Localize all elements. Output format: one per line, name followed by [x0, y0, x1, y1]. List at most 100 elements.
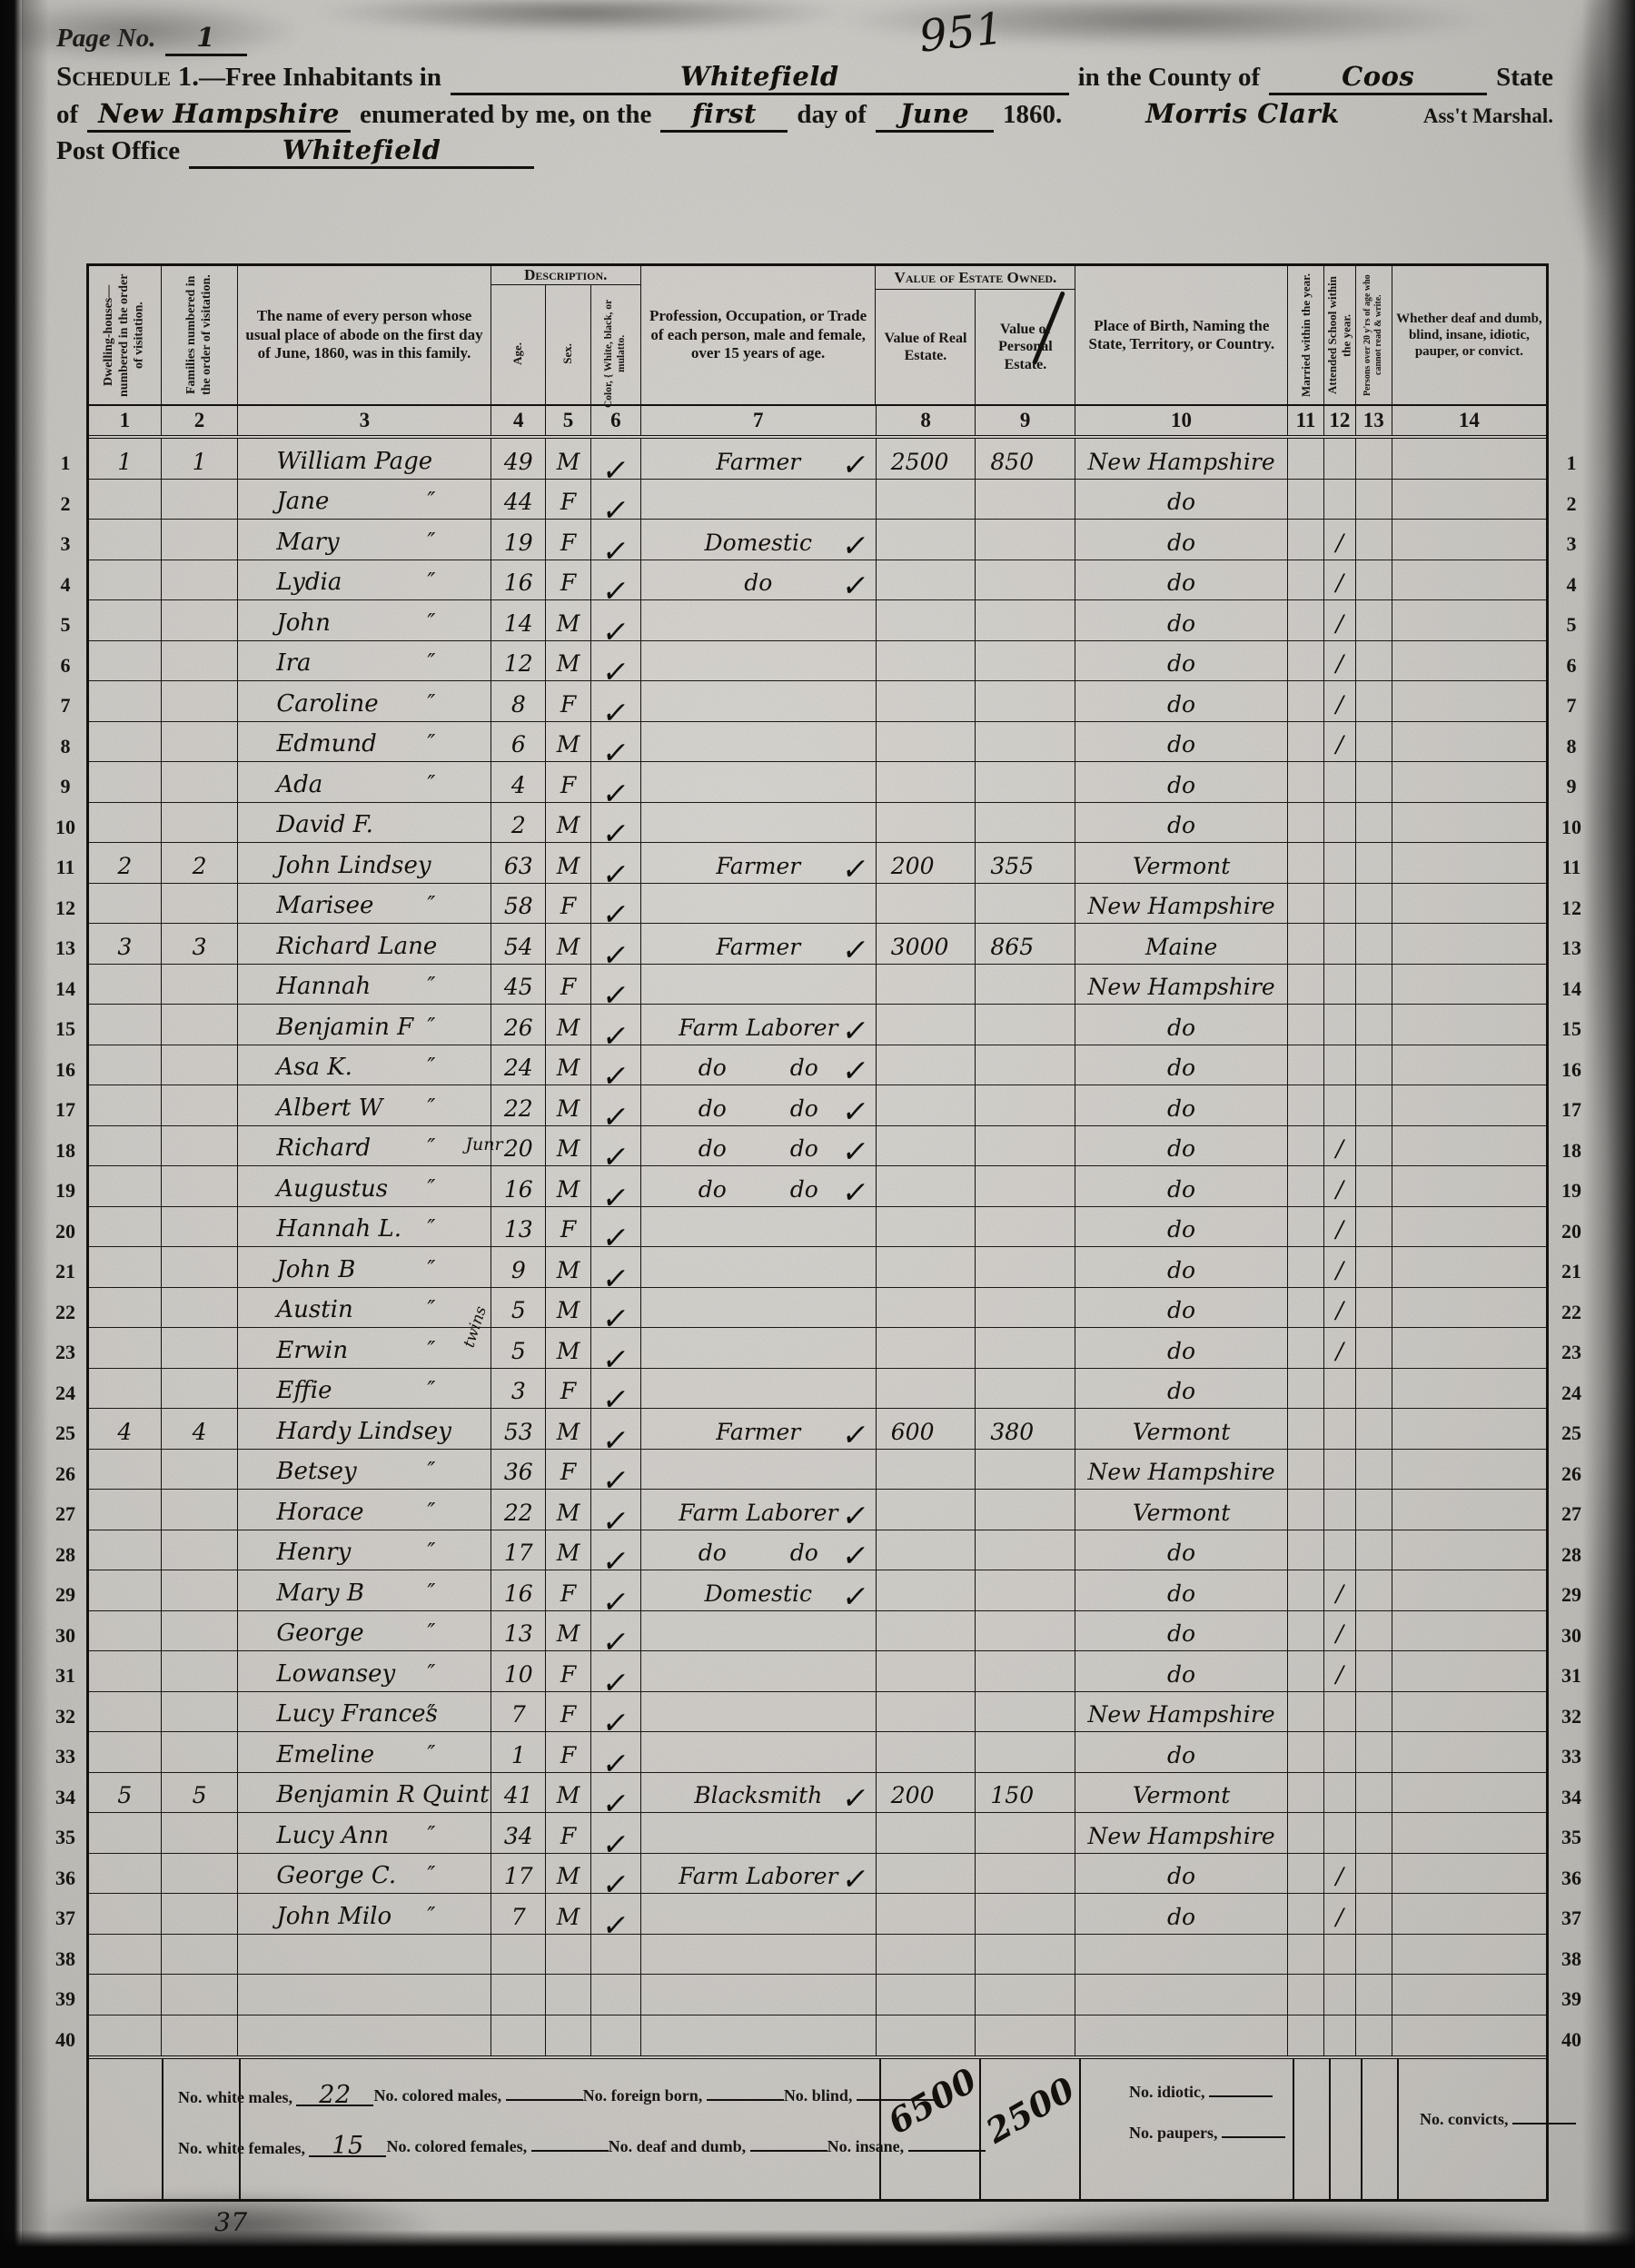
real-estate-cell: 600 — [877, 1409, 976, 1449]
sex-cell: M — [546, 1853, 591, 1893]
table-row: Lucy Frances ″ 7 F ✓ New Ham — [89, 1691, 1546, 1740]
occupation-check-mark: ✓ — [839, 568, 872, 603]
col-header-age: Age. — [491, 285, 546, 421]
school-cell: / — [1324, 560, 1356, 599]
family-cell — [162, 1610, 239, 1650]
ditto-mark: ″ — [427, 892, 436, 917]
dwelling-cell: 3 — [89, 924, 162, 964]
dwelling-cell — [89, 1975, 162, 2015]
sex-cell: M — [546, 600, 591, 640]
birthplace-cell: Vermont — [1075, 843, 1289, 883]
birthplace-cell: New Hampshire — [1075, 883, 1289, 923]
page-no-label: Page No. — [56, 24, 156, 53]
cannot-read-cell — [1356, 1975, 1392, 2015]
color-cell: ✓ — [591, 1610, 641, 1659]
birthplace-cell: New Hampshire — [1075, 439, 1289, 479]
person-name: Erwin — [276, 1336, 349, 1364]
col-header-families: Families numbered in the order of visita… — [162, 266, 239, 404]
post-office-line: Post Office Whitefield — [56, 134, 1553, 169]
occupation: Blacksmith — [694, 1782, 823, 1808]
day-word-value: first — [660, 98, 788, 133]
name-cell: George ″ — [238, 1610, 492, 1650]
real-estate-cell — [877, 1490, 976, 1530]
enumeration-line: of New Hampshire enumerated by me, on th… — [56, 98, 1553, 133]
school-cell: / — [1324, 681, 1356, 721]
married-cell — [1288, 1368, 1324, 1408]
summary-item: No. deaf and dumb, — [609, 2137, 827, 2158]
table-row — [89, 2015, 1546, 2055]
occupation: do — [698, 1094, 727, 1122]
summary-line-2: No. white females, 15 No. colored females… — [178, 2134, 986, 2158]
cannot-read-cell — [1356, 1045, 1392, 1084]
col-header-occupation: Profession, Occupation, or Trade of each… — [641, 266, 877, 404]
married-cell — [1288, 1691, 1324, 1731]
cannot-read-cell — [1356, 1166, 1392, 1206]
name-cell: John Lindsey — [238, 843, 492, 883]
school-cell — [1324, 1368, 1356, 1408]
table-row: Richard ″ Junr 20 M ✓ do do ✓ do — [89, 1125, 1546, 1174]
table-row: Ira ″ 12 M ✓ do — [89, 640, 1546, 689]
person-name: Jane — [276, 488, 330, 515]
person-name: Marisee — [276, 892, 374, 919]
summary-value: 15 — [309, 2134, 387, 2158]
real-estate-cell — [877, 1934, 976, 1974]
enum-text-c: day of — [797, 100, 867, 129]
cannot-read-cell — [1356, 1934, 1392, 1974]
occupation: Farmer — [716, 448, 801, 475]
month-value: June — [875, 98, 994, 133]
real-estate-cell — [877, 2015, 976, 2055]
table-row: Albert W ″ 22 M ✓ do do ✓ do — [89, 1085, 1546, 1134]
summary-item: No. idiotic, — [1129, 2083, 1297, 2102]
row-number: 22 — [55, 1300, 75, 1323]
school-cell — [1324, 843, 1356, 883]
occupation-cell — [641, 1287, 877, 1327]
real-estate-cell — [877, 1894, 976, 1934]
color-cell: ✓ — [591, 1772, 641, 1821]
real-estate-cell: 2500 — [877, 439, 976, 479]
dwelling-cell — [89, 1287, 162, 1327]
cannot-read-cell — [1356, 1610, 1392, 1650]
color-cell: ✓ — [591, 1813, 641, 1862]
scan-edge-right — [1582, 0, 1635, 2268]
name-cell: Marisee ″ — [238, 883, 492, 923]
marshal-name: Morris Clark — [1145, 98, 1340, 129]
personal-estate-cell — [976, 2015, 1076, 2055]
cannot-read-cell — [1356, 964, 1392, 1004]
summary-right-labels: No. idiotic, No. paupers, — [1129, 2083, 1297, 2164]
school-cell — [1324, 1409, 1356, 1449]
family-cell — [162, 1490, 239, 1530]
page-number-line: Page No. 1 — [56, 22, 1553, 56]
birthplace-cell: New Hampshire — [1075, 1813, 1289, 1853]
cannot-read-cell — [1356, 1287, 1392, 1327]
birthplace-cell: do — [1075, 479, 1289, 519]
occupation-cell — [641, 762, 877, 802]
school-cell — [1324, 1045, 1356, 1084]
row-number: 8 — [60, 734, 71, 758]
sex-cell: F — [546, 964, 591, 1004]
school-cell — [1324, 1085, 1356, 1125]
occupation-cell: Farm Laborer ✓ — [641, 1853, 877, 1897]
age-cell: 45 — [491, 964, 547, 1004]
occupation-check-mark: ✓ — [839, 1174, 872, 1210]
occupation-ditto: do — [789, 1135, 818, 1162]
age-cell: 17 — [491, 1530, 547, 1570]
name-cell: Erwin ″ — [238, 1328, 492, 1368]
row-number: 2 — [60, 491, 71, 515]
real-estate-cell — [877, 520, 976, 560]
real-estate-cell — [877, 964, 976, 1004]
real-estate-cell — [877, 1005, 976, 1045]
cannot-read-cell — [1356, 520, 1392, 560]
personal-estate-cell — [976, 600, 1076, 640]
birthplace-cell: New Hampshire — [1075, 1691, 1289, 1731]
married-cell — [1288, 1449, 1324, 1489]
ditto-mark: ″ — [427, 1700, 436, 1726]
sex-cell: F — [546, 1813, 591, 1853]
color-cell: ✓ — [591, 1409, 641, 1458]
person-name: Caroline — [276, 689, 379, 718]
table-row: George C. ″ 17 M ✓ Farm Laborer ✓ — [89, 1853, 1546, 1902]
col-header-disabilities: Whether deaf and dumb, blind, insane, id… — [1396, 312, 1542, 359]
occupation-cell — [641, 640, 877, 680]
table-row: Caroline ″ 8 F ✓ do — [89, 681, 1546, 730]
disabilities-cell — [1392, 1247, 1546, 1287]
name-cell: Horace ″ — [238, 1490, 492, 1530]
